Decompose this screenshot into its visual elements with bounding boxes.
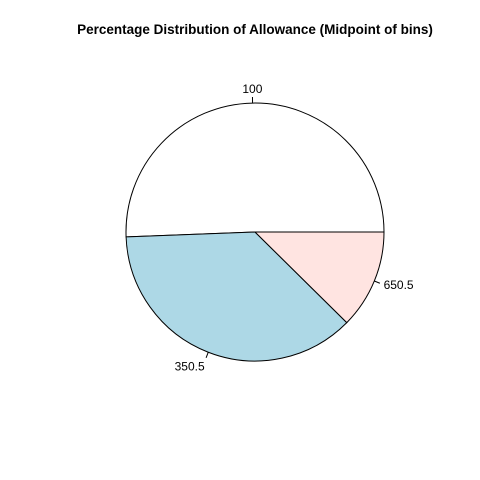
labels-group: 100 350.5 650.5 <box>175 82 414 374</box>
pie-slice-650-5 <box>253 231 385 324</box>
slice-label-350-5: 350.5 <box>175 360 205 374</box>
chart-title: Percentage Distribution of Allowance (Mi… <box>77 22 433 37</box>
ticks-group <box>205 97 381 359</box>
slice-tick-650-5 <box>374 280 381 284</box>
pie-slice-100 <box>125 102 385 238</box>
slice-label-650-5: 650.5 <box>384 278 414 292</box>
slice-tick-350-5 <box>205 352 209 359</box>
slice-label-100: 100 <box>242 82 262 96</box>
slices-group <box>125 102 385 362</box>
